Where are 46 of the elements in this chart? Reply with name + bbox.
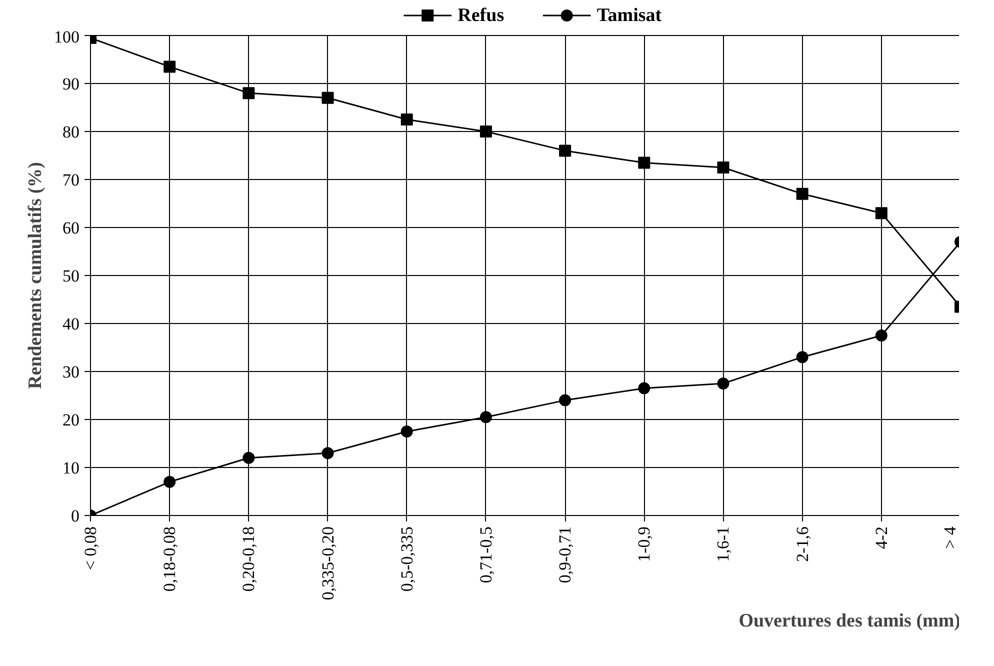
- x-tick-label: < 0,08: [81, 526, 100, 570]
- point: [638, 382, 650, 394]
- point: [717, 162, 730, 174]
- y-tick-label: 80: [62, 122, 80, 142]
- y-tick-label: 10: [62, 458, 80, 478]
- x-tick-label: 1-0,9: [634, 526, 654, 562]
- y-tick-label: 60: [62, 218, 80, 238]
- legend-label: Tamisat: [596, 5, 662, 26]
- legend-label: Refus: [458, 5, 504, 26]
- y-tick-label: 40: [62, 314, 80, 334]
- y-tick-label: 90: [62, 74, 80, 94]
- y-axis-title: Rendements cumulatifs (%): [25, 162, 46, 389]
- x-tick-label: > 4: [940, 526, 960, 549]
- x-tick-label: 0,9-0,71: [556, 526, 575, 584]
- point: [242, 87, 255, 100]
- point: [242, 452, 255, 464]
- x-tick-label: 0,5-0,335: [397, 526, 416, 592]
- x-tick-label: 0,18-0,08: [160, 526, 180, 592]
- point: [480, 126, 492, 138]
- point: [717, 378, 730, 390]
- point: [559, 144, 572, 157]
- point: [559, 394, 572, 406]
- point: [400, 426, 413, 438]
- point: [322, 447, 334, 460]
- point: [400, 114, 413, 126]
- x-tick-label: 1,6-1: [714, 526, 733, 562]
- x-tick-label: 0,335-0,20: [318, 526, 338, 600]
- x-tick-label: 0,20-0,18: [239, 526, 258, 592]
- x-tick-label: 4-2: [872, 526, 891, 550]
- y-tick-label: 70: [62, 170, 80, 190]
- point: [638, 156, 650, 169]
- point: [875, 330, 888, 342]
- point: [322, 92, 334, 104]
- point: [796, 351, 808, 364]
- x-tick-label: 0,71-0,5: [476, 526, 496, 584]
- y-tick-label: 100: [54, 28, 80, 46]
- y-tick-label: 50: [62, 266, 80, 286]
- point: [796, 188, 808, 200]
- y-tick-label: 20: [62, 410, 80, 430]
- x-tick-label: 2-1,6: [792, 526, 812, 562]
- point: [164, 60, 176, 73]
- y-tick-label: 30: [62, 362, 80, 382]
- point: [164, 476, 176, 488]
- point: [480, 411, 492, 424]
- point: [875, 207, 888, 220]
- y-tick-label: 0: [71, 506, 80, 526]
